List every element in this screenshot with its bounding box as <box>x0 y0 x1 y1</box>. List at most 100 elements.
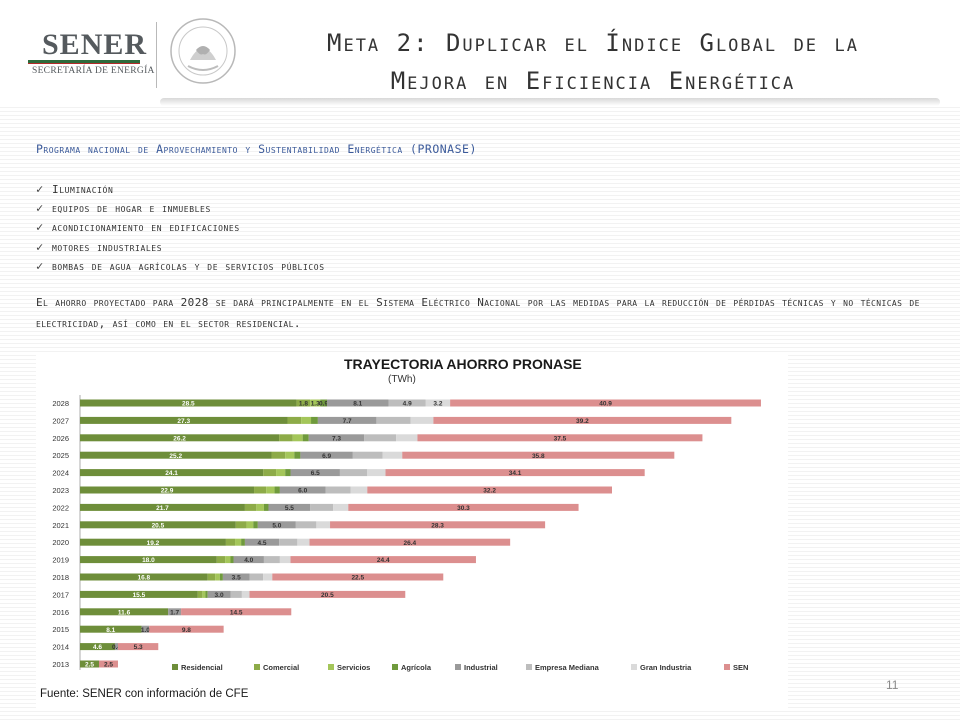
check-icon: ✓ <box>36 220 44 235</box>
bar-segment <box>272 573 444 581</box>
data-label: 34.1 <box>509 470 522 477</box>
bar-segment <box>287 416 302 424</box>
projection-paragraph: El ahorro proyectado para 2028 se dará p… <box>36 296 920 330</box>
list-item: ✓ bombas de agua agrícolas y de servicios… <box>36 257 325 276</box>
data-label: 4.9 <box>403 401 412 408</box>
bar-segment <box>450 399 761 407</box>
year-tick-label: 2023 <box>52 486 69 495</box>
bar-segment <box>320 399 327 407</box>
bar-segment <box>310 503 334 511</box>
bar-segment <box>80 590 198 598</box>
data-label: 6.0 <box>298 488 307 495</box>
slide-title-line2: Mejora en Eficiencia Energética <box>390 67 796 95</box>
data-label: 9.8 <box>182 627 191 634</box>
legend-swatch <box>328 664 334 670</box>
bar-segment <box>168 608 182 616</box>
bar-segment <box>266 486 275 494</box>
check-icon: ✓ <box>36 239 44 254</box>
header-shadow <box>160 98 940 106</box>
bar-segment <box>296 399 311 407</box>
bar-segment <box>225 538 236 546</box>
data-label: 30.3 <box>457 505 470 512</box>
data-label: 2.5 <box>85 662 94 669</box>
bar-segment <box>215 573 220 581</box>
bar-segment <box>80 486 255 494</box>
year-tick-label: 2024 <box>52 469 69 478</box>
bar-segment <box>80 643 115 651</box>
data-label: 4.0 <box>244 557 253 564</box>
bar-segment <box>263 469 277 477</box>
bar-segment <box>149 625 224 633</box>
bar-segment <box>207 590 231 598</box>
bar-segment <box>290 556 476 564</box>
bar-segment <box>294 451 301 459</box>
bar-segment <box>141 625 150 633</box>
bar-segment <box>80 521 236 529</box>
data-label: 3.5 <box>232 575 241 582</box>
legend-label: Gran Industria <box>640 663 692 672</box>
bar-segment <box>350 486 368 494</box>
bar-segment <box>219 573 223 581</box>
data-label: 37.5 <box>554 435 567 442</box>
bar-segment <box>256 503 264 511</box>
bar-segment <box>311 416 318 424</box>
logo-subtitle: SECRETARÍA DE ENERGÍA <box>32 66 155 76</box>
bar-segment <box>367 469 386 477</box>
data-label: 24.1 <box>165 470 178 477</box>
data-label: 14.5 <box>230 609 243 616</box>
bar-segment <box>257 521 296 529</box>
year-tick-label: 2020 <box>52 538 69 547</box>
bar-segment <box>205 590 208 598</box>
data-label: 3.2 <box>433 401 442 408</box>
bar-segment <box>309 538 511 546</box>
bar-segment <box>325 486 351 494</box>
bar-segment <box>80 608 169 616</box>
year-tick-label: 2022 <box>52 503 69 512</box>
year-tick-label: 2021 <box>52 521 69 530</box>
bar-segment <box>241 590 250 598</box>
bar-segment <box>316 521 331 529</box>
bar-segment <box>80 469 264 477</box>
bar-segment <box>333 503 349 511</box>
bar-segment <box>197 590 203 598</box>
data-label: 26.4 <box>404 540 417 547</box>
bar-segment <box>348 503 579 511</box>
legend-swatch <box>455 664 461 670</box>
data-label: 22.5 <box>351 575 364 582</box>
bar-segment <box>263 556 280 564</box>
bar-segment <box>425 399 451 407</box>
bar-segment <box>410 416 434 424</box>
data-label: 7.3 <box>332 435 341 442</box>
legend-label: SEN <box>733 663 748 672</box>
bar-segment <box>402 451 675 459</box>
bar-segment <box>80 451 272 459</box>
bar-segment <box>244 538 280 546</box>
bar-segment <box>367 486 612 494</box>
bar-segment <box>80 556 217 564</box>
bar-segment <box>80 503 245 511</box>
bar-segment <box>118 643 159 651</box>
bar-segment <box>114 643 118 651</box>
bar-segment <box>279 538 298 546</box>
legend-swatch <box>631 664 637 670</box>
check-icon: ✓ <box>36 258 44 273</box>
bar-segment <box>330 521 546 529</box>
legend-swatch <box>172 664 178 670</box>
data-label: 15.5 <box>133 592 146 599</box>
bar-segment <box>285 469 291 477</box>
bar-segment <box>80 538 226 546</box>
check-icon: ✓ <box>36 182 44 196</box>
bar-segment <box>222 573 250 581</box>
bar-segment <box>433 416 732 424</box>
bar-segment <box>80 573 208 581</box>
list-item-label: motores industriales <box>52 240 163 254</box>
legend-label: Comercial <box>263 663 299 672</box>
bar-segment <box>297 538 310 546</box>
bar-segment <box>376 416 411 424</box>
data-label: 19.2 <box>147 540 160 547</box>
bar-segment <box>80 416 288 424</box>
year-tick-label: 2025 <box>52 451 69 460</box>
data-label: 4.6 <box>93 644 102 651</box>
logo-divider <box>156 22 157 88</box>
bar-segment <box>249 590 406 598</box>
